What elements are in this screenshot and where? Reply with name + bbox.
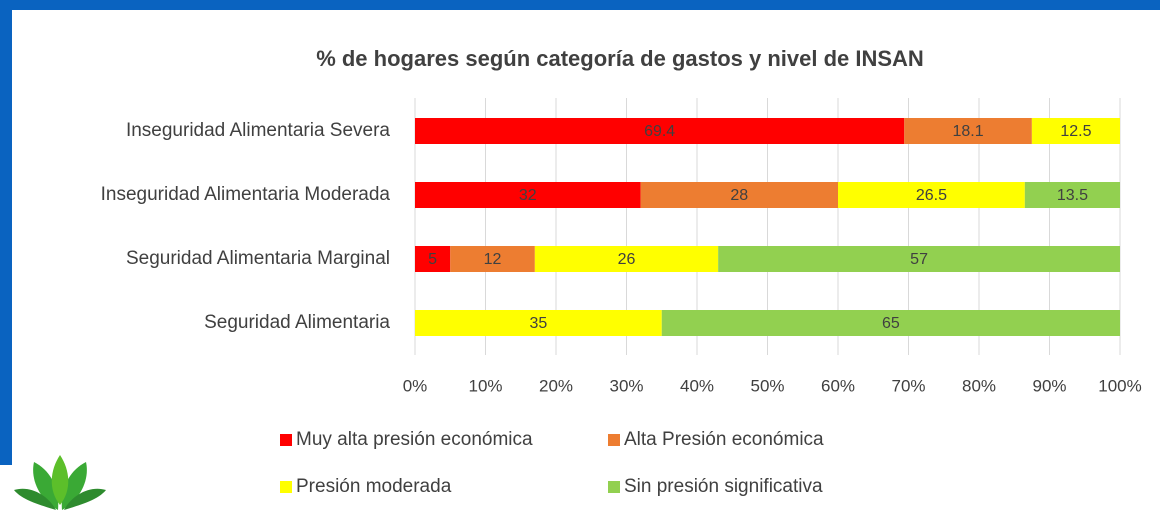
bar-segment [718, 246, 1120, 272]
value-label: 26 [618, 251, 636, 268]
panel-corner [0, 465, 12, 510]
value-label: 26.5 [916, 187, 947, 204]
x-tick-label: 0% [403, 376, 428, 395]
legend-label: Muy alta presión económica [296, 429, 533, 450]
bar-segment [415, 246, 451, 272]
legend-swatch [280, 481, 292, 493]
bar-segment [450, 246, 535, 272]
bar-segment [415, 182, 641, 208]
x-tick-label: 10% [468, 376, 502, 395]
bar-segment [1031, 118, 1120, 144]
value-label: 18.1 [953, 123, 984, 140]
legend-label: Presión moderada [296, 476, 452, 497]
x-tick-label: 60% [821, 376, 855, 395]
value-label: 13.5 [1057, 187, 1088, 204]
y-tick-label: Inseguridad Alimentaria Moderada [101, 184, 391, 205]
x-tick-label: 90% [1032, 376, 1066, 395]
x-tick-label: 20% [539, 376, 573, 395]
value-label: 69.4 [644, 123, 675, 140]
legend-label: Sin presión significativa [624, 476, 823, 497]
bar-segment [838, 182, 1025, 208]
x-tick-label: 30% [609, 376, 643, 395]
value-label: 32 [519, 187, 537, 204]
chart-title: % de hogares según categoría de gastos y… [316, 46, 924, 71]
value-label: 35 [529, 315, 547, 332]
bar-segment [640, 182, 838, 208]
y-tick-label: Seguridad Alimentaria Marginal [126, 248, 390, 269]
value-label: 12 [484, 251, 502, 268]
legend-swatch [280, 434, 292, 446]
bar-segment [1024, 182, 1120, 208]
x-tick-label: 80% [962, 376, 996, 395]
x-tick-label: 40% [680, 376, 714, 395]
legend-swatch [608, 481, 620, 493]
bar-segment [661, 310, 1120, 336]
logo [14, 455, 106, 510]
value-label: 57 [910, 251, 928, 268]
y-tick-label: Seguridad Alimentaria [204, 312, 390, 333]
y-tick-label: Inseguridad Alimentaria Severa [126, 120, 390, 141]
bar-segment [534, 246, 719, 272]
bar-segment [415, 310, 662, 336]
x-tick-label: 70% [891, 376, 925, 395]
x-tick-label: 100% [1098, 376, 1141, 395]
value-label: 12.5 [1060, 123, 1091, 140]
legend-label: Alta Presión económica [624, 429, 824, 450]
bar-segment [904, 118, 1032, 144]
bar-segment [415, 118, 905, 144]
value-label: 28 [730, 187, 748, 204]
value-label: 65 [882, 315, 900, 332]
value-label: 5 [428, 251, 437, 268]
x-tick-label: 50% [750, 376, 784, 395]
legend-swatch [608, 434, 620, 446]
